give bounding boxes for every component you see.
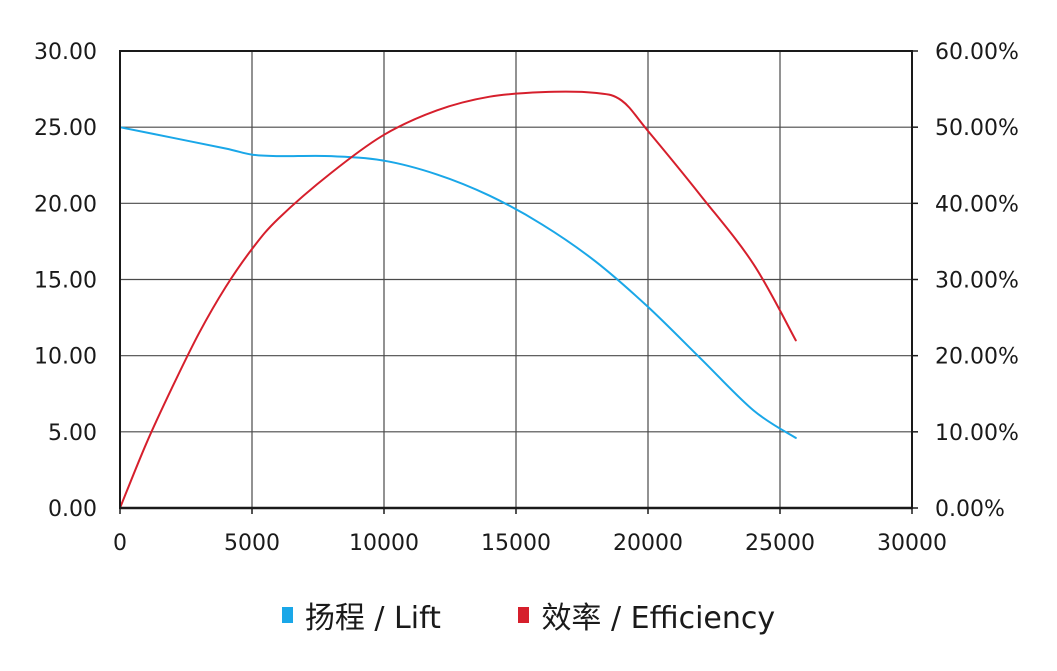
tick-labels: 0 5000 10000 15000 20000 25000 30000 0.00 5.00 10… [34, 40, 1019, 556]
efficiency-swatch-icon [518, 607, 530, 623]
grid-lines [120, 51, 912, 508]
x-tick-label: 0 [113, 531, 127, 556]
series-lines [119, 90, 797, 509]
lift-swatch-icon [281, 607, 293, 623]
legend-item-efficiency: 效率 / Efficiency [518, 593, 775, 637]
axes [119, 50, 918, 514]
y-right-tick-label: 30.00% [935, 269, 1019, 294]
legend-label-lift: 扬程 / Lift [304, 601, 441, 636]
lift-series-line [119, 126, 797, 439]
legend-label-efficiency: 效率 / Efficiency [541, 601, 776, 636]
y-right-tick-label: 50.00% [935, 116, 1019, 141]
y-left-tick-label: 0.00 [48, 497, 97, 522]
x-tick-label: 30000 [877, 531, 947, 556]
legend: 扬程 / Lift 效率 / Efficiency [0, 593, 1057, 637]
y-left-tick-label: 20.00 [34, 192, 97, 217]
y-right-tick-label: 0.00% [935, 497, 1005, 522]
efficiency-series-line [119, 90, 797, 509]
y-left-tick-label: 10.00 [34, 345, 97, 370]
x-tick-label: 5000 [224, 531, 280, 556]
x-tick-label: 15000 [481, 531, 551, 556]
y-left-tick-label: 25.00 [34, 116, 97, 141]
x-tick-label: 20000 [613, 531, 683, 556]
y-left-tick-label: 15.00 [34, 269, 97, 294]
y-left-tick-label: 30.00 [34, 40, 97, 65]
y-left-tick-label: 5.00 [48, 421, 97, 446]
y-right-tick-label: 10.00% [935, 421, 1019, 446]
y-right-tick-label: 20.00% [935, 345, 1019, 370]
y-right-tick-label: 40.00% [935, 192, 1019, 217]
y-right-tick-label: 60.00% [935, 40, 1019, 65]
x-tick-label: 10000 [349, 531, 419, 556]
x-tick-label: 25000 [745, 531, 815, 556]
chart-canvas: 0 5000 10000 15000 20000 25000 30000 0.00 5.00 10… [34, 40, 1019, 556]
legend-item-lift: 扬程 / Lift [281, 593, 441, 637]
